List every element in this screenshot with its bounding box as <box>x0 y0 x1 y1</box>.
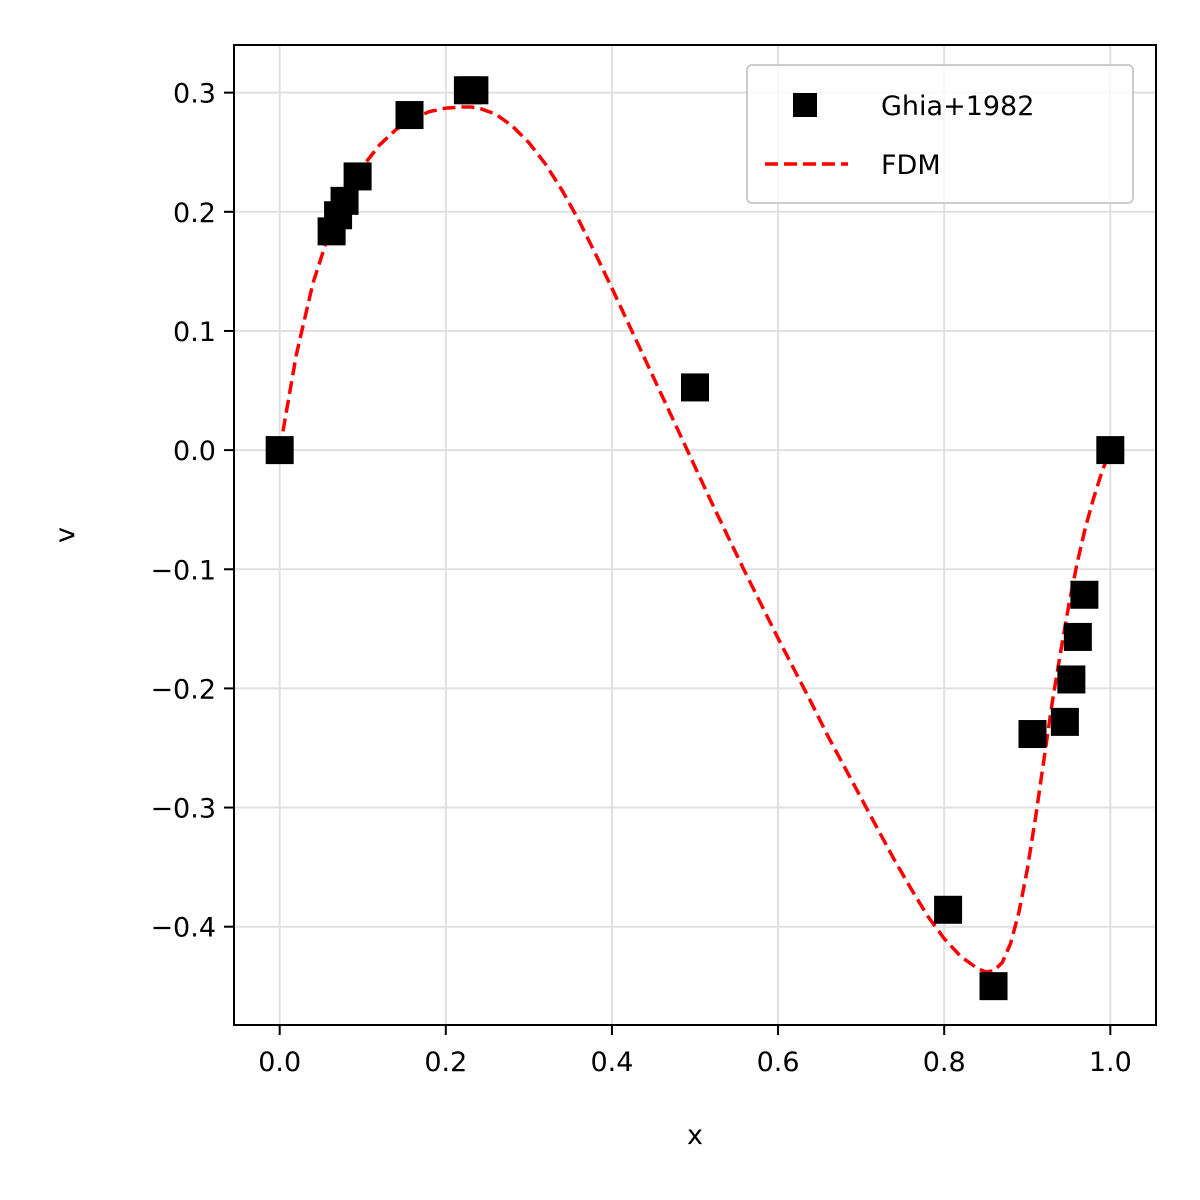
ghia-marker <box>979 972 1008 1001</box>
ghia-marker <box>343 162 372 191</box>
legend-box <box>746 64 1134 204</box>
ghia-marker-layer <box>265 76 1125 1001</box>
x-axis: 0.0 0.2 0.4 0.6 0.8 1.0 <box>258 1025 1132 1078</box>
y-axis: 0.3 0.2 0.1 0.0 −0.1 −0.2 −0.3 −0.4 <box>150 79 234 944</box>
plot-area-frame <box>233 44 1157 1026</box>
y-tick-label: −0.1 <box>150 555 216 586</box>
x-tick-label: 0.2 <box>424 1047 467 1078</box>
y-tick-label: −0.4 <box>150 913 216 944</box>
y-axis-label: v <box>50 527 81 543</box>
ghia-marker <box>681 373 709 402</box>
y-tick-label: 0.0 <box>173 436 216 467</box>
ghia-marker <box>265 436 294 465</box>
ghia-marker <box>1050 707 1079 736</box>
ghia-marker <box>460 76 489 105</box>
y-tick-label: −0.2 <box>150 674 216 705</box>
fdm-line <box>277 105 1112 974</box>
x-tick-label: 0.4 <box>590 1047 633 1078</box>
y-tick-label: 0.2 <box>173 198 216 229</box>
x-tick-label: 0.8 <box>923 1047 966 1078</box>
x-tick-label: 0.0 <box>258 1047 301 1078</box>
y-tick-label: 0.3 <box>173 79 216 110</box>
ghia-marker <box>934 895 963 924</box>
fdm-line-layer <box>277 105 1112 974</box>
ghia-marker <box>1096 436 1125 465</box>
x-axis-label: x <box>687 1120 703 1151</box>
legend-ghia-marker <box>793 93 817 117</box>
ghia-marker <box>1070 580 1099 609</box>
x-tick-label: 1.0 <box>1089 1047 1132 1078</box>
grid <box>234 45 1156 1025</box>
legend: Ghia+1982 FDM <box>746 64 1134 204</box>
ghia-marker <box>1057 665 1086 694</box>
legend-label-fdm: FDM <box>881 150 941 181</box>
legend-label-ghia: Ghia+1982 <box>881 91 1034 122</box>
ghia-marker <box>330 186 359 215</box>
x-tick-label: 0.6 <box>757 1047 800 1078</box>
y-tick-label: −0.3 <box>150 794 216 825</box>
y-tick-label: 0.1 <box>173 317 216 348</box>
ghia-marker <box>1018 720 1047 749</box>
ghia-marker <box>1063 622 1092 651</box>
ghia-marker <box>395 101 424 130</box>
